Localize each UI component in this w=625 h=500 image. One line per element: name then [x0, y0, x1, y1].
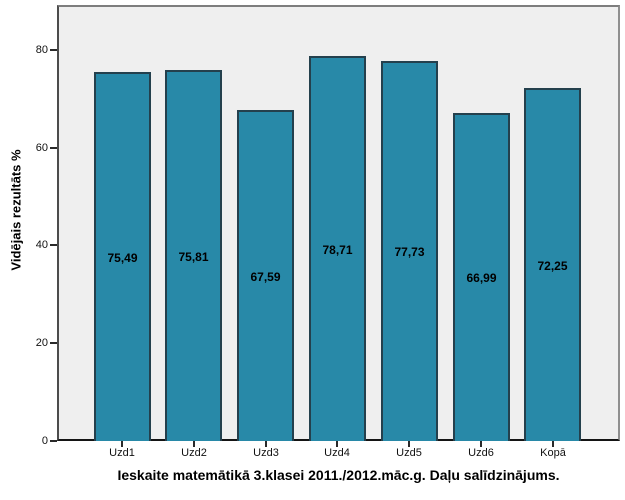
bar-value-label: 66,99: [466, 271, 497, 285]
y-tick-label: 60: [35, 142, 48, 154]
bar-value-label: 75,81: [178, 249, 209, 264]
y-tick-mark: [50, 147, 57, 149]
x-tick-label-Kopā: Kopā: [540, 447, 566, 459]
bar-Uzd1: 75,49: [94, 72, 151, 441]
x-axis-title: Ieskaite matemātikā 3.klasei 2011./2012.…: [117, 467, 560, 483]
bar-Uzd5: 77,73: [381, 61, 438, 441]
x-tick-mark: [121, 441, 123, 447]
y-tick-mark: [50, 440, 57, 442]
y-tick-mark: [50, 49, 57, 51]
x-tick-label-Uzd3: Uzd3: [253, 447, 279, 459]
x-tick-mark: [193, 441, 195, 447]
bar-Uzd2: 75,81: [165, 70, 222, 441]
x-tick-mark: [552, 441, 554, 447]
x-tick-label-Uzd5: Uzd5: [396, 447, 422, 459]
y-tick-label: 80: [35, 44, 48, 56]
y-tick-label: 20: [35, 337, 48, 349]
y-axis-title: Vidējais rezultāts %: [8, 149, 24, 271]
bar-Uzd6: 66,99: [453, 113, 510, 441]
y-tick-label: 40: [35, 239, 48, 251]
y-tick-mark: [50, 342, 57, 344]
bar-value-label: 78,71: [322, 242, 353, 257]
y-tick-mark: [50, 244, 57, 246]
bar-value-label: 77,73: [394, 245, 425, 259]
bar-Kopā: 72,25: [524, 88, 581, 441]
bar-Uzd4: 78,71: [309, 56, 366, 441]
x-tick-mark: [336, 441, 338, 447]
x-tick-mark: [265, 441, 267, 447]
x-tick-mark: [408, 441, 410, 447]
bar-value-label: 67,59: [250, 269, 281, 284]
bar-value-label: 72,25: [537, 258, 568, 273]
bar-Uzd3: 67,59: [237, 110, 294, 441]
x-tick-label-Uzd4: Uzd4: [324, 447, 350, 459]
x-tick-label-Uzd2: Uzd2: [181, 447, 207, 459]
x-tick-label-Uzd1: Uzd1: [109, 447, 135, 459]
x-tick-mark: [480, 441, 482, 447]
x-tick-label-Uzd6: Uzd6: [468, 447, 494, 459]
y-tick-label: 0: [41, 435, 48, 447]
bar-value-label: 75,49: [107, 250, 138, 265]
